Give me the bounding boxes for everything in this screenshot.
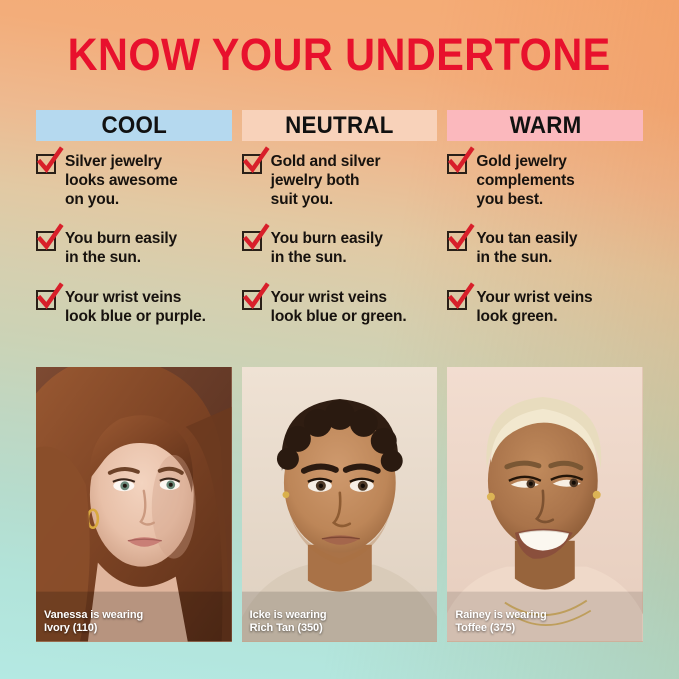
checklist-item: Silver jewelry looks awesome on you. [36,146,232,212]
text-line: suit you. [270,191,334,208]
page-title: KNOW YOUR UNDERTONE [67,29,612,80]
text-line: look blue or green. [270,308,407,325]
checklist-item: You tan easily in the sun. [447,223,643,271]
column-header-warm: WARM [447,110,644,141]
checkmark-icon [242,223,270,251]
text-line: Your wrist veins [476,289,593,306]
caption-line-1: Rainey is wearing [455,609,547,621]
text-line: jewelry both [270,172,360,189]
photo-caption-icke: Icke is wearing Rich Tan (350) [250,609,327,634]
checklist-item: Gold jewelry complements you best. [447,146,643,212]
portrait-image-rainey [447,367,643,642]
checkmark-icon [242,146,270,174]
checkbox-checked [241,146,270,174]
checkbox-checked [447,146,475,174]
text-line: Your wrist veins [270,289,387,306]
column-header-cool-label: COOL [101,111,167,139]
checkbox-checked [447,282,475,310]
checkbox-checked [241,282,270,310]
checkmark-icon [448,146,475,174]
checklist-item-text: You burn easily in the sun. [271,229,383,267]
column-headers: COOL NEUTRAL WARM [36,110,644,141]
model-photos: Vanessa is wearing Ivory (110) [36,367,644,642]
checklist-item: Your wrist veins look blue or green. [241,282,438,326]
photo-caption-vanessa: Vanessa is wearing Ivory (110) [44,609,143,634]
text-line: on you. [65,191,120,208]
checklist-item: Gold and silver jewelry both suit you. [241,146,438,212]
checkmark-icon [448,282,475,310]
caption-line-1: Icke is wearing [249,609,327,621]
text-line: looks awesome [65,172,178,189]
checklist-item-text: Your wrist veins look green. [476,288,592,326]
text-line: Silver jewelry [65,153,162,170]
text-line: in the sun. [65,249,141,266]
checkbox-checked [36,223,64,251]
checklist-item-text: You burn easily in the sun. [65,229,177,267]
text-line: complements [476,172,575,189]
model-photo-rainey: Rainey is wearing Toffee (375) [447,367,644,642]
checkbox-checked [36,282,64,310]
text-line: in the sun. [270,249,347,266]
checkmark-icon [36,223,64,251]
checkmark-icon [448,223,475,251]
checkbox-checked [241,223,270,251]
caption-line-1: Vanessa is wearing [44,609,144,621]
checkbox-checked [36,146,64,174]
checklist-item: Your wrist veins look blue or purple. [36,282,232,326]
model-photo-vanessa: Vanessa is wearing Ivory (110) [36,367,232,642]
checklist-columns: Silver jewelry looks awesome on you. You… [36,146,643,326]
text-line: you best. [476,191,544,208]
model-photo-icke: Icke is wearing Rich Tan (350) [241,367,438,642]
text-line: You tan easily [476,230,578,247]
text-line: in the sun. [476,249,553,266]
checklist-item-text: You tan easily in the sun. [476,229,577,267]
checkmark-icon [36,146,64,174]
checklist-column-warm: Gold jewelry complements you best. You t… [447,146,643,326]
portrait-image-icke [241,367,438,642]
title-container: KNOW YOUR UNDERTONE [0,31,679,79]
caption-line-2: Rich Tan (350) [249,621,323,634]
checklist-item-text: Your wrist veins look blue or green. [271,288,407,326]
column-header-neutral-label: NEUTRAL [285,111,394,139]
column-header-neutral: NEUTRAL [241,110,438,141]
checkmark-icon [242,282,270,310]
text-line: look green. [476,308,558,325]
portrait-image-vanessa [36,367,232,642]
text-line: Your wrist veins [65,289,182,306]
checkbox-checked [447,223,475,251]
caption-line-2: Toffee (375) [455,621,516,634]
checklist-item: You burn easily in the sun. [241,223,438,271]
checklist-column-cool: Silver jewelry looks awesome on you. You… [36,146,232,326]
checklist-item: Your wrist veins look green. [447,282,643,326]
text-line: You burn easily [270,230,383,247]
text-line: Gold and silver [270,153,381,170]
checklist-column-neutral: Gold and silver jewelry both suit you. Y… [241,146,438,326]
checklist-item-text: Gold and silver jewelry both suit you. [271,152,381,209]
photo-caption-rainey: Rainey is wearing Toffee (375) [455,609,546,634]
text-line: look blue or purple. [65,308,206,325]
checklist-item-text: Gold jewelry complements you best. [476,152,574,209]
checklist-item-text: Your wrist veins look blue or purple. [65,288,206,326]
text-line: You burn easily [65,230,178,247]
checkmark-icon [36,282,64,310]
text-line: Gold jewelry [476,153,567,170]
checklist-item-text: Silver jewelry looks awesome on you. [65,152,178,209]
column-header-cool: COOL [36,110,232,141]
checklist-item: You burn easily in the sun. [36,223,232,271]
caption-line-2: Ivory (110) [44,621,98,634]
column-header-warm-label: WARM [509,111,582,139]
